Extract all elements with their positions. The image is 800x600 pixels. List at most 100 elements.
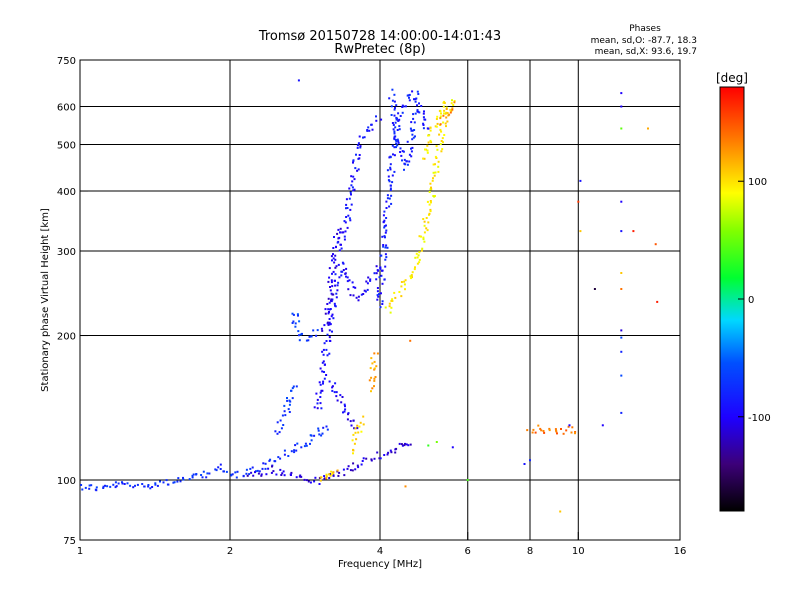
- data-point: [369, 278, 372, 281]
- data-point: [425, 217, 428, 219]
- data-point: [393, 154, 396, 157]
- data-point: [141, 483, 144, 485]
- data-point: [383, 219, 386, 222]
- data-point: [286, 397, 288, 399]
- data-point: [339, 231, 341, 234]
- data-point: [391, 174, 394, 177]
- data-point: [398, 125, 401, 128]
- data-point: [336, 469, 339, 472]
- data-point: [567, 425, 570, 428]
- data-point: [388, 156, 391, 159]
- data-point: [410, 155, 413, 158]
- data-point: [258, 470, 261, 473]
- data-point: [343, 238, 346, 241]
- data-point: [425, 227, 428, 230]
- data-point: [329, 474, 332, 477]
- data-point: [319, 396, 322, 398]
- data-point: [312, 329, 315, 332]
- data-point: [342, 269, 345, 271]
- data-point: [430, 186, 432, 189]
- data-point: [411, 90, 414, 93]
- data-point: [523, 463, 526, 465]
- data-point: [354, 286, 357, 289]
- data-point: [443, 134, 446, 136]
- data-point: [367, 276, 370, 279]
- data-point: [400, 281, 403, 283]
- data-point: [320, 327, 323, 330]
- data-point: [451, 446, 454, 449]
- data-point: [309, 442, 311, 445]
- data-point: [344, 408, 347, 411]
- data-point: [340, 274, 343, 277]
- data-point: [395, 447, 398, 450]
- data-point: [375, 115, 377, 118]
- data-point: [385, 224, 387, 227]
- data-point: [422, 127, 425, 130]
- data-point: [321, 361, 324, 364]
- data-point: [432, 163, 435, 166]
- data-point: [542, 430, 545, 432]
- data-point: [441, 148, 444, 151]
- data-point: [423, 231, 426, 234]
- data-point: [254, 471, 256, 474]
- data-point: [316, 398, 319, 401]
- data-point: [574, 431, 577, 433]
- data-point: [404, 279, 407, 282]
- data-point: [442, 114, 445, 117]
- data-point: [440, 112, 442, 115]
- data-point: [344, 272, 347, 275]
- data-point: [560, 428, 562, 430]
- data-point: [358, 157, 361, 160]
- axes: 1 2 4 6 8 10 16 75 100 200 300 400 500 600 750: [57, 56, 686, 557]
- data-point: [384, 306, 387, 309]
- data-point: [328, 311, 330, 313]
- data-point: [451, 107, 454, 110]
- data-point: [574, 432, 576, 435]
- data-point: [354, 468, 357, 471]
- data-point: [332, 471, 335, 474]
- data-point: [392, 128, 395, 131]
- data-point: [413, 129, 416, 131]
- data-point: [294, 325, 297, 328]
- data-point: [354, 167, 357, 170]
- data-point: [397, 112, 400, 115]
- data-point: [382, 214, 385, 217]
- data-point: [352, 452, 354, 455]
- data-point: [250, 471, 253, 474]
- data-point: [384, 253, 387, 256]
- data-point: [391, 88, 394, 91]
- data-point: [429, 139, 432, 142]
- x-tick-label: 4: [377, 546, 383, 557]
- data-point: [401, 106, 404, 108]
- data-point: [293, 449, 296, 452]
- data-point: [346, 418, 349, 421]
- data-point: [298, 334, 300, 337]
- data-point: [322, 380, 325, 383]
- data-point: [106, 485, 109, 488]
- data-point: [336, 232, 339, 235]
- data-point: [359, 146, 362, 149]
- data-point: [336, 284, 339, 287]
- data-point: [363, 136, 366, 139]
- data-point: [389, 311, 392, 314]
- data-point: [339, 394, 342, 397]
- data-point: [543, 431, 546, 434]
- data-point: [384, 265, 387, 268]
- data-point: [388, 97, 391, 100]
- data-point: [349, 191, 352, 194]
- data-point: [276, 421, 279, 424]
- data-point: [428, 213, 430, 216]
- data-point: [273, 460, 276, 463]
- data-point: [284, 414, 287, 417]
- data-point: [353, 442, 356, 445]
- data-point: [378, 276, 381, 279]
- data-point: [321, 370, 324, 373]
- data-points: [80, 79, 659, 513]
- data-point: [257, 472, 260, 475]
- data-point: [147, 485, 150, 488]
- data-point: [331, 313, 334, 316]
- data-point: [385, 229, 388, 232]
- data-point: [439, 117, 442, 120]
- data-point: [443, 112, 445, 115]
- data-point: [353, 427, 356, 430]
